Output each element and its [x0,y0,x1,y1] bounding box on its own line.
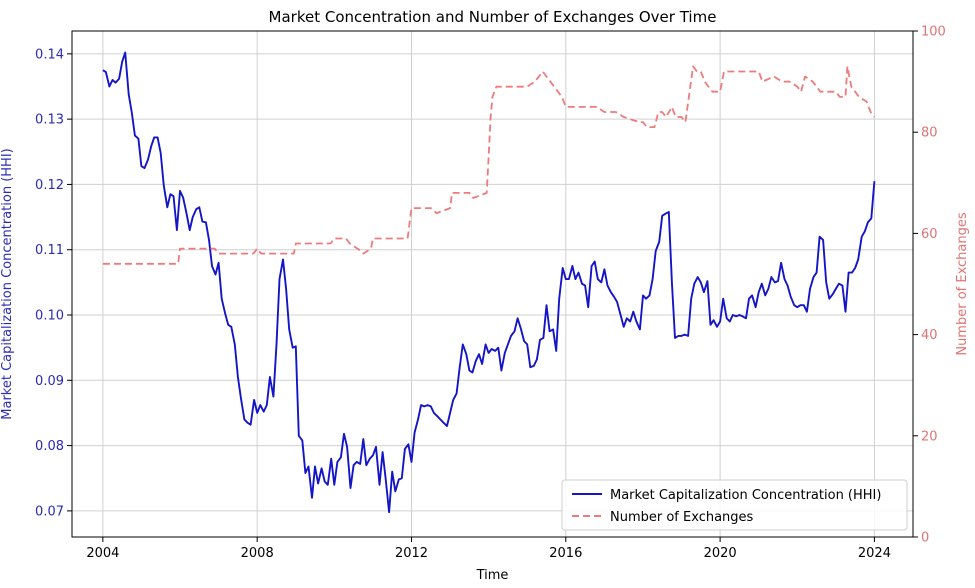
x-tick-label: 2004 [86,546,119,561]
x-tick-label: 2012 [395,546,428,561]
y-right-axis-title: Number of Exchanges [955,212,970,356]
grid-layer [72,31,913,537]
y-left-tick-label: 0.09 [35,374,64,389]
y-right-tick-label: 60 [921,227,938,242]
y-right-tick-label: 20 [921,429,938,444]
axis-layer: 2004 2008 2012 2016 2020 2024 0.07 0.08 0.09 0.10… [35,25,946,562]
x-tick-label: 2024 [858,546,891,561]
x-axis-title: Time [476,568,509,583]
series-line-exchanges [102,65,876,265]
chart-title: Market Concentration and Number of Excha… [269,8,717,26]
y-right-tick-label: 0 [921,531,929,546]
y-left-tick-label: 0.13 [35,113,64,128]
legend-label-exchanges: Number of Exchanges [610,510,754,525]
y-left-tick-label: 0.07 [35,504,64,519]
y-left-tick-label: 0.10 [35,309,64,324]
y-right-tick-label: 80 [921,126,938,141]
x-tick-label: 2016 [549,546,582,561]
y-right-tick-label: 100 [921,25,946,40]
y-left-axis-title: Market Capitalization Concentration (HHI… [0,148,15,419]
y-right-tick-label: 40 [921,328,938,343]
legend-label-hhi: Market Capitalization Concentration (HHI… [610,488,881,503]
plot-frame [71,30,914,538]
series-line-hhi [102,51,876,514]
y-left-tick-label: 0.08 [35,439,64,454]
x-tick-label: 2020 [704,546,737,561]
series-layer [102,51,876,514]
y-left-tick-label: 0.12 [35,178,64,193]
x-tick-label: 2008 [241,546,274,561]
y-left-tick-label: 0.14 [35,47,64,62]
legend: Market Capitalization Concentration (HHI… [561,479,908,531]
legend-box [561,479,908,531]
y-left-tick-label: 0.11 [35,243,64,258]
